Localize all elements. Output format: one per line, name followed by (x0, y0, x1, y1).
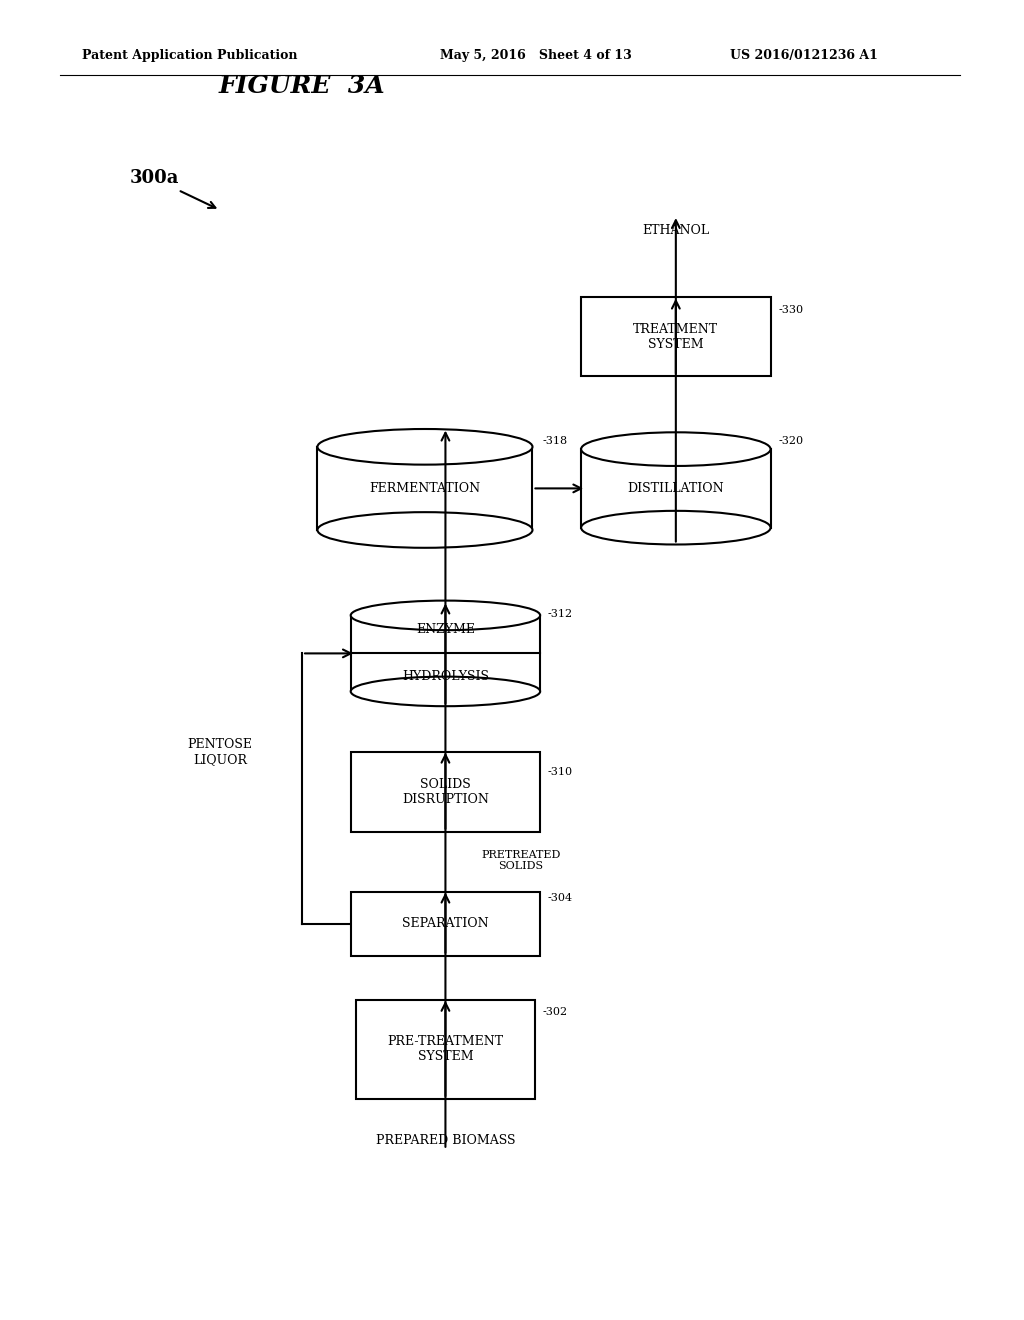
Text: -330: -330 (778, 305, 804, 315)
Text: HYDROLYSIS: HYDROLYSIS (402, 671, 488, 684)
Text: PREPARED BIOMASS: PREPARED BIOMASS (376, 1134, 515, 1147)
Bar (317, 446, 532, 529)
Text: May 5, 2016   Sheet 4 of 13: May 5, 2016 Sheet 4 of 13 (440, 49, 632, 62)
Text: SOLIDS
DISRUPTION: SOLIDS DISRUPTION (402, 777, 488, 807)
Ellipse shape (317, 429, 532, 465)
Bar (356, 1001, 535, 1098)
Bar (350, 615, 541, 692)
Text: PENTOSE
LIQUOR: PENTOSE LIQUOR (187, 738, 253, 767)
Text: FIGURE  3A: FIGURE 3A (219, 74, 385, 98)
Bar (350, 892, 541, 956)
Ellipse shape (317, 512, 532, 548)
Bar (350, 752, 541, 832)
Text: -310: -310 (548, 767, 573, 777)
Text: ETHANOL: ETHANOL (642, 224, 710, 238)
Text: PRETREATED
SOLIDS: PRETREATED SOLIDS (481, 850, 561, 871)
Text: -302: -302 (543, 1007, 568, 1018)
Ellipse shape (350, 677, 541, 706)
Bar (582, 297, 770, 376)
Text: TREATMENT
SYSTEM: TREATMENT SYSTEM (633, 322, 719, 351)
Text: PRE-TREATMENT
SYSTEM: PRE-TREATMENT SYSTEM (387, 1035, 504, 1064)
Ellipse shape (582, 511, 771, 544)
Ellipse shape (350, 601, 541, 630)
Text: -320: -320 (778, 436, 804, 446)
Text: -312: -312 (548, 609, 573, 619)
Text: ENZYME: ENZYME (416, 623, 475, 636)
Bar (582, 449, 770, 528)
Text: -318: -318 (543, 436, 568, 446)
Text: FERMENTATION: FERMENTATION (370, 482, 480, 495)
Text: Patent Application Publication: Patent Application Publication (82, 49, 298, 62)
Text: US 2016/0121236 A1: US 2016/0121236 A1 (730, 49, 878, 62)
Text: DISTILLATION: DISTILLATION (628, 482, 724, 495)
Text: SEPARATION: SEPARATION (402, 917, 488, 931)
Ellipse shape (582, 433, 771, 466)
Text: -304: -304 (548, 892, 573, 903)
Text: 300a: 300a (130, 169, 179, 187)
